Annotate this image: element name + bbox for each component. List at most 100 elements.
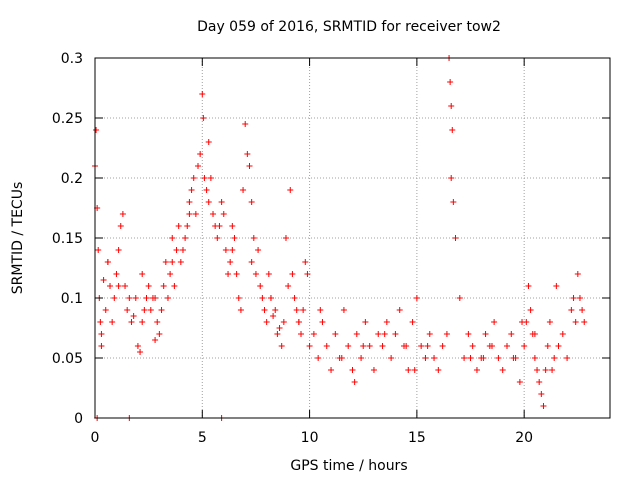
x-axis-label: GPS time / hours: [290, 458, 407, 474]
data-point: [287, 187, 294, 193]
data-point: [549, 367, 556, 373]
data-point: [186, 211, 193, 217]
data-point: [186, 199, 193, 205]
y-axis-label: SRMTID / TECUs: [10, 182, 26, 295]
data-point: [452, 235, 459, 241]
data-point: [248, 199, 255, 205]
data-point: [169, 235, 176, 241]
data-point: [413, 295, 420, 301]
data-point: [93, 127, 100, 133]
data-point: [289, 271, 296, 277]
data-point: [551, 355, 558, 361]
data-point: [158, 307, 165, 313]
data-point: [516, 379, 523, 385]
data-point: [175, 223, 182, 229]
data-point: [559, 331, 566, 337]
data-point: [97, 319, 104, 325]
data-point: [383, 319, 390, 325]
data-point: [195, 163, 201, 169]
data-point: [349, 367, 356, 373]
data-point: [499, 367, 506, 373]
data-point: [581, 319, 588, 325]
data-point: [388, 355, 395, 361]
data-point: [527, 307, 534, 313]
data-point: [579, 307, 586, 313]
data-point: [495, 355, 502, 361]
data-point: [227, 259, 234, 265]
data-point: [171, 283, 178, 289]
data-point: [276, 325, 283, 331]
data-point: [122, 283, 129, 289]
data-point: [435, 367, 442, 373]
data-point: [265, 271, 272, 277]
data-point: [450, 199, 457, 205]
data-point: [235, 295, 242, 301]
data-point: [115, 247, 122, 253]
data-point: [366, 343, 373, 349]
data-point: [328, 367, 335, 373]
data-point: [240, 187, 247, 193]
data-point: [519, 319, 526, 325]
data-point: [396, 307, 403, 313]
data-point: [102, 307, 109, 313]
data-point: [229, 223, 236, 229]
data-point: [250, 235, 257, 241]
data-point: [278, 343, 285, 349]
data-point: [192, 211, 199, 217]
data-point: [280, 319, 287, 325]
data-point: [534, 367, 541, 373]
data-point: [379, 343, 386, 349]
data-point: [546, 319, 553, 325]
data-point: [285, 283, 292, 289]
data-point: [139, 271, 146, 277]
data-point: [111, 295, 118, 301]
data-point: [525, 283, 532, 289]
data-point: [375, 331, 382, 337]
data-point: [360, 343, 367, 349]
data-point: [564, 355, 571, 361]
data-point: [130, 313, 137, 319]
data-point: [403, 343, 410, 349]
y-tick-label: 0.2: [61, 171, 83, 187]
data-point: [244, 151, 251, 157]
data-point: [531, 355, 538, 361]
data-point: [574, 271, 581, 277]
x-tick-label: 15: [408, 430, 426, 446]
data-point: [473, 367, 480, 373]
data-point: [218, 199, 225, 205]
data-point: [214, 235, 221, 241]
data-point: [246, 163, 253, 169]
data-point: [248, 259, 255, 265]
data-point: [141, 307, 148, 313]
data-point: [431, 355, 438, 361]
data-point: [411, 367, 418, 373]
data-point: [504, 343, 510, 349]
data-point: [345, 343, 352, 349]
data-point: [295, 319, 302, 325]
data-point: [184, 223, 191, 229]
data-point: [304, 271, 311, 277]
x-tick-label: 10: [301, 430, 319, 446]
data-point: [392, 331, 399, 337]
data-point: [291, 295, 298, 301]
data-point: [531, 331, 538, 337]
data-point: [448, 175, 455, 181]
data-point: [169, 259, 176, 265]
data-point: [302, 259, 309, 265]
data-point: [306, 343, 313, 349]
data-point: [98, 331, 105, 337]
data-point: [259, 295, 266, 301]
data-point: [104, 259, 111, 265]
y-tick-label: 0.05: [52, 351, 83, 367]
data-point: [139, 319, 146, 325]
data-point: [553, 283, 560, 289]
data-point: [152, 295, 159, 301]
y-tick-label: 0.15: [52, 231, 83, 247]
data-point: [544, 343, 551, 349]
data-point: [182, 235, 189, 241]
data-point: [540, 403, 547, 409]
data-point: [542, 367, 549, 373]
data-point: [456, 295, 463, 301]
data-point: [173, 247, 180, 253]
